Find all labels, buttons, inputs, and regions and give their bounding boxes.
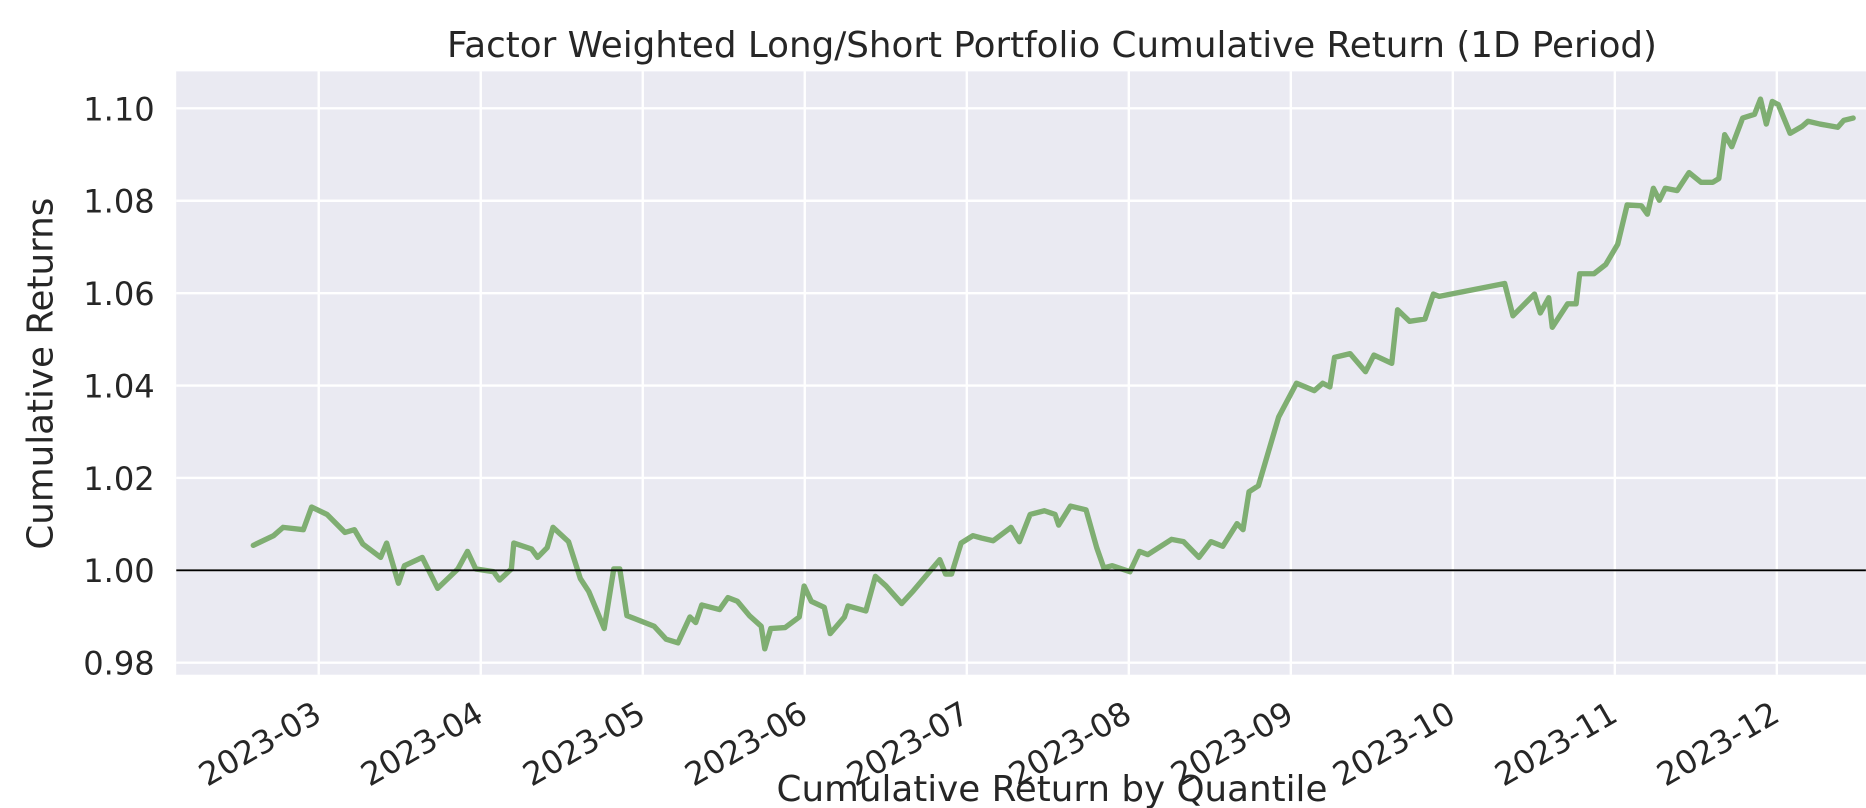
y-tick-label: 1.10 [83, 90, 155, 128]
chart-title: Factor Weighted Long/Short Portfolio Cum… [447, 25, 1657, 66]
x-tick-label: 2023-12 [1650, 694, 1785, 794]
plot-background [176, 71, 1866, 675]
x-tick-label: 2023-05 [516, 694, 651, 794]
series-line [250, 96, 1856, 652]
grid [176, 71, 1866, 675]
y-tick-label: 1.00 [83, 552, 155, 590]
y-tick-label: 1.08 [83, 183, 155, 221]
y-axis-label: Cumulative Returns [20, 198, 61, 550]
y-tick-label: 1.04 [83, 367, 155, 405]
x-tick-label: 2023-04 [354, 694, 489, 794]
x-tick-label: 2023-03 [192, 694, 327, 794]
y-tick-label: 0.98 [83, 645, 155, 683]
x-tick-label: 2023-11 [1488, 694, 1623, 794]
y-tick-label: 1.06 [83, 275, 155, 313]
x-tick-label: 2023-10 [1326, 694, 1461, 794]
plot-marks [176, 96, 1866, 652]
y-tick-label: 1.02 [83, 460, 155, 498]
x-axis-label: Cumulative Return by Quantile [777, 769, 1328, 808]
